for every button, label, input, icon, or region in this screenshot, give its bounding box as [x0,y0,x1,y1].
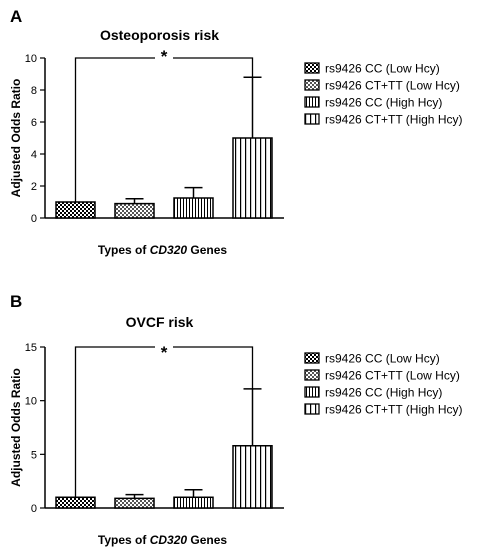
bar [232,137,273,219]
legend-swatch [304,96,320,108]
bar [232,444,273,509]
x-axis-label-part: Types of [98,533,150,547]
panel-letter: B [10,292,22,311]
legend-entry: rs9426 CC (High Hcy) [325,96,442,110]
legend: rs9426 CC (Low Hcy) rs9426 CT+TT (Low Hcy… [304,62,462,127]
bar [173,496,214,509]
x-axis-label-part: Genes [187,533,227,547]
x-axis-label-part: CD320 [150,533,188,547]
x-axis-label: Types of CD320 Genes [98,243,228,257]
chart-panel-b: B OVCF risk Adjusted Odds Ratio 0 5 10 15 * Type… [9,292,462,547]
legend-entry: rs9426 CT+TT (High Hcy) [325,403,462,417]
significance-bracket [74,57,254,202]
significance-gap [155,343,173,351]
bar [173,197,214,219]
x-axis-label-part: Types of [98,243,150,257]
legend-entry: rs9426 CT+TT (High Hcy) [325,113,462,127]
legend-swatch [304,386,320,398]
x-axis-label-part: Genes [187,243,227,257]
y-tick-label: 0 [31,213,37,225]
y-tick-label: 15 [25,342,37,354]
legend-entry: rs9426 CT+TT (Low Hcy) [325,369,460,383]
legend-swatch [304,369,320,381]
significance-star: * [161,343,168,362]
y-tick-label: 10 [25,396,37,408]
bar [114,202,155,219]
legend-swatch [304,113,320,125]
x-axis-label-part: CD320 [150,243,188,257]
panel-letter: A [10,7,22,26]
legend-entry: rs9426 CC (High Hcy) [325,386,442,400]
significance-star: * [161,47,168,66]
y-axis-label: Adjusted Odds Ratio [9,79,23,198]
y-tick-label: 0 [31,503,37,515]
legend-swatch [304,403,320,415]
y-axis-label: Adjusted Odds Ratio [9,368,23,487]
legend-entry: rs9426 CC (Low Hcy) [325,62,440,76]
chart-title: OVCF risk [126,314,194,330]
y-tick-label: 10 [25,53,37,65]
y-tick-label: 4 [31,149,37,161]
legend-swatch [304,79,320,91]
chart-title: Osteoporosis risk [100,27,219,43]
y-tick-label: 2 [31,181,37,193]
y-tick-label: 6 [31,117,37,129]
chart-panel-a: A Osteoporosis risk Adjusted Odds Ratio 0 2 4… [9,7,462,257]
bar [114,497,155,509]
legend: rs9426 CC (Low Hcy) rs9426 CT+TT (Low Hcy… [304,352,462,417]
legend-swatch [304,352,320,364]
x-axis-label: Types of CD320 Genes [98,533,228,547]
significance-bracket [74,346,254,498]
legend-entry: rs9426 CT+TT (Low Hcy) [325,79,460,93]
bar [55,496,96,509]
bar [55,201,96,219]
legend-entry: rs9426 CC (Low Hcy) [325,352,440,366]
legend-swatch [304,62,320,74]
y-tick-label: 5 [31,449,37,461]
significance-gap [155,54,173,62]
y-tick-label: 8 [31,85,37,97]
